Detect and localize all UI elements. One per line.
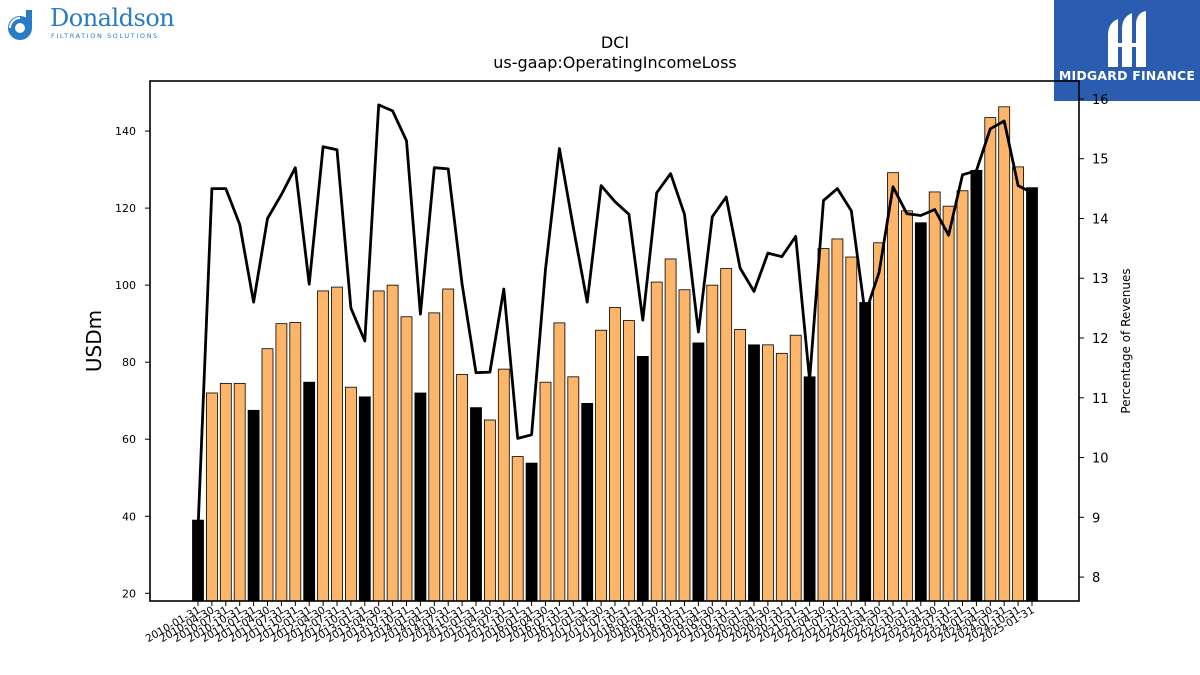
- bar-2022-04-30: [873, 242, 885, 602]
- bar-2011-04-30: [261, 348, 274, 602]
- percentage-line: [196, 103, 1033, 530]
- bar-2024-10-31: [1012, 166, 1024, 602]
- y2-tick-label: 15: [1092, 153, 1109, 168]
- y-tick-label: 80: [122, 356, 136, 369]
- bar-2023-07-31: [942, 205, 955, 602]
- bar-2019-07-31: [720, 268, 733, 602]
- bar-2018-04-30: [650, 281, 663, 602]
- bar-2016-10-31: [567, 376, 580, 602]
- y-tick-label: 120: [115, 202, 136, 215]
- y2-axis-ticks: 8 9 10 11 12 13 14 15 16: [1079, 93, 1109, 586]
- percentage-line-series: [196, 103, 1033, 530]
- bar-2022-01-31: [859, 302, 872, 602]
- bar-2012-01-31: [303, 381, 316, 602]
- bar-2013-10-31: [400, 316, 413, 602]
- bar-2010-04-30: [205, 392, 218, 602]
- y-tick-label: 60: [122, 433, 136, 446]
- bar-2018-07-31: [664, 258, 677, 602]
- bar-2015-04-30: [483, 419, 496, 602]
- bar-2013-01-31: [358, 396, 371, 602]
- y2-tick-label: 11: [1092, 392, 1109, 407]
- bar-2012-10-31: [344, 386, 357, 602]
- bar-2013-07-31: [386, 284, 399, 602]
- bar-2011-10-31: [289, 322, 302, 602]
- plot-frame: [149, 80, 1080, 602]
- bar-2017-01-31: [581, 402, 594, 602]
- bar-2011-07-31: [275, 323, 288, 602]
- donaldson-logo: Donaldson FILTRATION SOLUTIONS: [4, 4, 175, 46]
- bar-2011-01-31: [247, 409, 260, 602]
- midgard-wordmark: MIDGARD FINANCE: [1058, 68, 1196, 83]
- bar-2010-10-31: [233, 382, 246, 602]
- bar-2015-07-31: [497, 368, 510, 602]
- bar-2021-10-31: [845, 256, 858, 602]
- donaldson-tagline: FILTRATION SOLUTIONS: [51, 32, 159, 40]
- x-axis-ticks: 2010-01-312010-04-302010-07-312010-10-31…: [144, 601, 1037, 645]
- bar-2015-10-31: [511, 456, 524, 602]
- bar-2019-10-31: [734, 329, 746, 602]
- bar-2012-04-30: [317, 290, 330, 602]
- bar-2017-04-30: [595, 329, 607, 602]
- bar-2016-04-30: [539, 381, 552, 602]
- y2-axis-label: Percentage of Revenues: [1119, 268, 1133, 413]
- bar-2018-10-31: [678, 289, 691, 602]
- bar-2018-01-31: [636, 356, 649, 602]
- bar-2019-04-30: [706, 284, 719, 602]
- bar-2024-04-30: [984, 117, 997, 602]
- bar-2012-07-31: [331, 286, 343, 602]
- y2-tick-label: 16: [1092, 93, 1109, 108]
- bar-2014-07-31: [442, 288, 455, 602]
- bar-2022-10-31: [901, 210, 913, 602]
- chart-title: DCI: [601, 33, 629, 52]
- bar-2024-07-31: [998, 106, 1011, 602]
- donaldson-wordmark: Donaldson: [50, 4, 175, 32]
- chart-subtitle: us-gaap:OperatingIncomeLoss: [493, 53, 737, 72]
- bar-2017-10-31: [623, 320, 635, 602]
- y2-tick-label: 12: [1092, 332, 1109, 347]
- y2-tick-label: 8: [1092, 571, 1100, 586]
- bar-2010-01-31: [192, 519, 204, 602]
- bar-2023-10-31: [956, 190, 969, 602]
- bar-2016-01-31: [525, 462, 538, 602]
- bar-2015-01-31: [470, 407, 482, 602]
- bar-2023-04-30: [928, 191, 941, 602]
- y2-tick-label: 10: [1092, 452, 1109, 467]
- bar-2025-01-31: [1026, 187, 1038, 602]
- bar-2014-10-31: [456, 374, 469, 602]
- y-tick-label: 100: [115, 279, 136, 292]
- y2-tick-label: 9: [1092, 511, 1100, 526]
- y-tick-label: 20: [122, 587, 136, 600]
- bar-2021-04-30: [817, 248, 830, 602]
- bar-2020-07-31: [775, 352, 788, 602]
- bar-2016-07-31: [553, 322, 566, 602]
- y2-tick-label: 13: [1092, 272, 1109, 287]
- bar-2014-04-30: [428, 312, 441, 602]
- bar-2022-07-31: [887, 172, 899, 602]
- bar-2024-01-31: [970, 169, 983, 602]
- bar-2020-01-31: [748, 344, 760, 602]
- bar-2021-07-31: [831, 238, 844, 602]
- donaldson-emblem-icon: [8, 10, 32, 40]
- midgard-emblem-icon: [1108, 11, 1146, 67]
- y-axis-label: USDm: [82, 310, 106, 372]
- y-tick-label: 140: [115, 125, 136, 138]
- bar-2010-07-31: [219, 382, 232, 602]
- bar-2020-04-30: [762, 344, 774, 602]
- bar-2014-01-31: [414, 392, 427, 602]
- bar-2013-04-30: [372, 290, 385, 602]
- y2-tick-label: 14: [1092, 212, 1109, 227]
- bar-2020-10-31: [789, 334, 802, 602]
- bar-2021-01-31: [803, 376, 816, 602]
- bar-2017-07-31: [609, 307, 621, 602]
- bar-2019-01-31: [692, 342, 705, 602]
- y-tick-label: 40: [122, 510, 136, 523]
- bar-2023-01-31: [914, 222, 927, 602]
- y-axis-ticks: 20 40 60 80 100 120 140: [115, 125, 150, 600]
